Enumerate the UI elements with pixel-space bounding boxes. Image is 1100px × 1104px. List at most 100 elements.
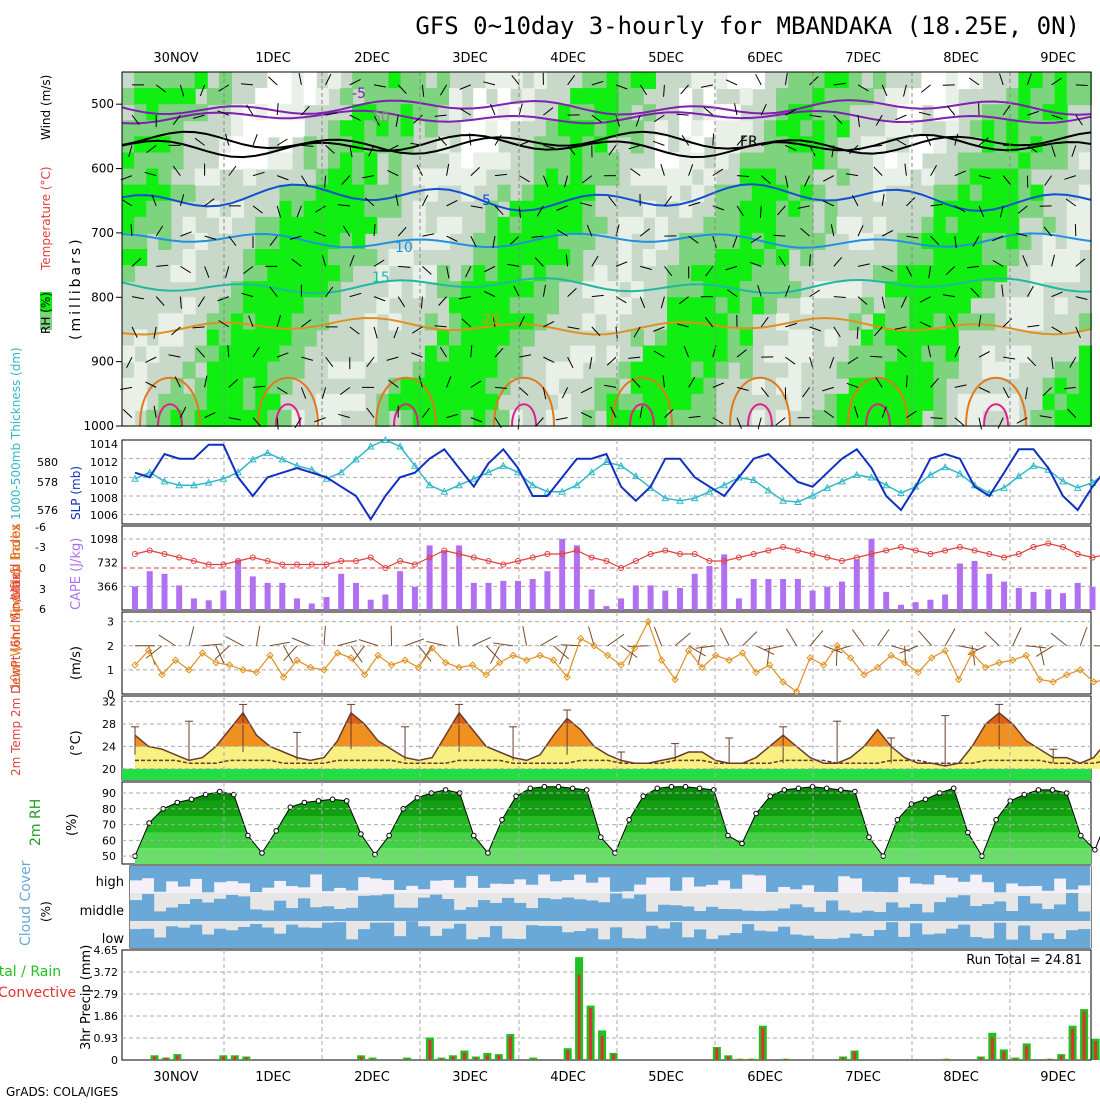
rh-cell: [594, 265, 607, 282]
cloud-bar: [394, 908, 406, 921]
pressure-tick-label: 900: [91, 355, 114, 369]
rh-cell: [364, 152, 377, 169]
rh2m-marker: [669, 784, 674, 789]
rh-cell: [837, 281, 850, 298]
rh-cell: [207, 410, 220, 427]
rh-cell: [934, 378, 947, 395]
rh-cell: [243, 265, 256, 282]
rh-cell: [740, 249, 753, 266]
cape-bar: [942, 595, 948, 611]
precip-conv-bar: [1002, 1052, 1005, 1060]
cloud-bar: [658, 866, 670, 877]
cloud-bar: [682, 866, 694, 877]
rh-cell: [934, 265, 947, 282]
rh-cell: [122, 394, 135, 411]
rh-cell: [1006, 185, 1019, 202]
cape-axis-label: CAPE (J/kg): [69, 538, 84, 610]
precip-conv-bar: [1014, 1059, 1017, 1060]
precip-conv-bar: [1048, 1059, 1051, 1060]
rh-cell: [340, 120, 353, 137]
wind-tick-label: 2: [107, 640, 114, 653]
rh-cell: [619, 265, 632, 282]
rh-cell: [352, 249, 365, 266]
cape-bar: [765, 579, 771, 610]
cloud-bar: [922, 866, 934, 884]
rh-cell: [461, 136, 474, 153]
rh-cell: [522, 281, 535, 298]
rh-cell: [1055, 362, 1068, 379]
rh-cell: [1079, 394, 1092, 411]
rh-cell: [1079, 410, 1092, 427]
rh-cell: [413, 394, 426, 411]
rh-cell: [146, 346, 159, 363]
rh2m-marker: [697, 786, 702, 791]
rh-cell: [1055, 249, 1068, 266]
rh-cell: [497, 120, 510, 137]
date-label-bottom: 9DEC: [1040, 1070, 1076, 1085]
precip-tick-label: 1.86: [94, 1010, 119, 1023]
rh-cell: [679, 88, 692, 105]
rh-cell: [1079, 201, 1092, 218]
cloud-bar: [142, 894, 154, 921]
cape-bar: [795, 579, 801, 610]
cloud-bar: [550, 866, 562, 881]
cloud-bar: [322, 866, 334, 891]
cloud-bar: [418, 926, 430, 948]
rh-cell: [982, 362, 995, 379]
rh-cell: [619, 394, 632, 411]
cloud-bar: [202, 902, 214, 921]
rh-cell: [243, 394, 256, 411]
rh-cell: [764, 201, 777, 218]
rh-cell: [582, 152, 595, 169]
rh-cell: [485, 152, 498, 169]
rh-cell: [207, 169, 220, 186]
cloud-bar: [358, 929, 370, 948]
cape-bar: [441, 551, 447, 610]
cape-bar: [471, 583, 477, 610]
rh-cell: [352, 120, 365, 137]
rh-cell: [219, 346, 232, 363]
precip-conv-bar: [1071, 1029, 1074, 1060]
cape-bar: [589, 589, 595, 610]
rh-cell: [776, 152, 789, 169]
cloud-bar: [430, 936, 442, 948]
rh-cell: [219, 394, 232, 411]
cloud-bar: [766, 866, 778, 892]
rh-cell: [534, 185, 547, 202]
rh-cell: [679, 394, 692, 411]
rh-cell: [304, 217, 317, 234]
thickness-axis-label: 1000-500mb Thickness (dm): [9, 347, 23, 520]
cloud-bar: [178, 928, 190, 948]
rh-cell: [522, 185, 535, 202]
rh-cell: [473, 249, 486, 266]
rh-cell: [655, 346, 668, 363]
cloud-bar: [970, 937, 982, 948]
rh-cell: [449, 297, 462, 314]
temp-green-band: [122, 769, 1091, 780]
cloud-bar: [958, 925, 970, 948]
cloud-bar: [478, 900, 490, 921]
rh-cell: [1043, 72, 1056, 89]
rh-cell: [691, 394, 704, 411]
rh-cell: [667, 410, 680, 427]
rh-cell: [522, 88, 535, 105]
rh-cell: [1079, 313, 1092, 330]
rh-cell: [1030, 201, 1043, 218]
slp-tick-label: 1012: [90, 456, 118, 469]
rh-cell: [122, 249, 135, 266]
rh-cell: [825, 394, 838, 411]
rh-cell: [1018, 169, 1031, 186]
cape-bar: [309, 604, 315, 611]
rh-cell: [413, 281, 426, 298]
rh-cell: [267, 120, 280, 137]
rh-cell: [885, 152, 898, 169]
rh-cell: [740, 169, 753, 186]
rh-cell: [825, 152, 838, 169]
wind-tick-label: 1: [107, 664, 114, 677]
rh-cell: [776, 88, 789, 105]
rh-cell: [340, 185, 353, 202]
cloud-bar: [910, 866, 922, 884]
rh-cell: [461, 281, 474, 298]
cloud-bar: [310, 866, 322, 874]
rh-cell: [449, 169, 462, 186]
